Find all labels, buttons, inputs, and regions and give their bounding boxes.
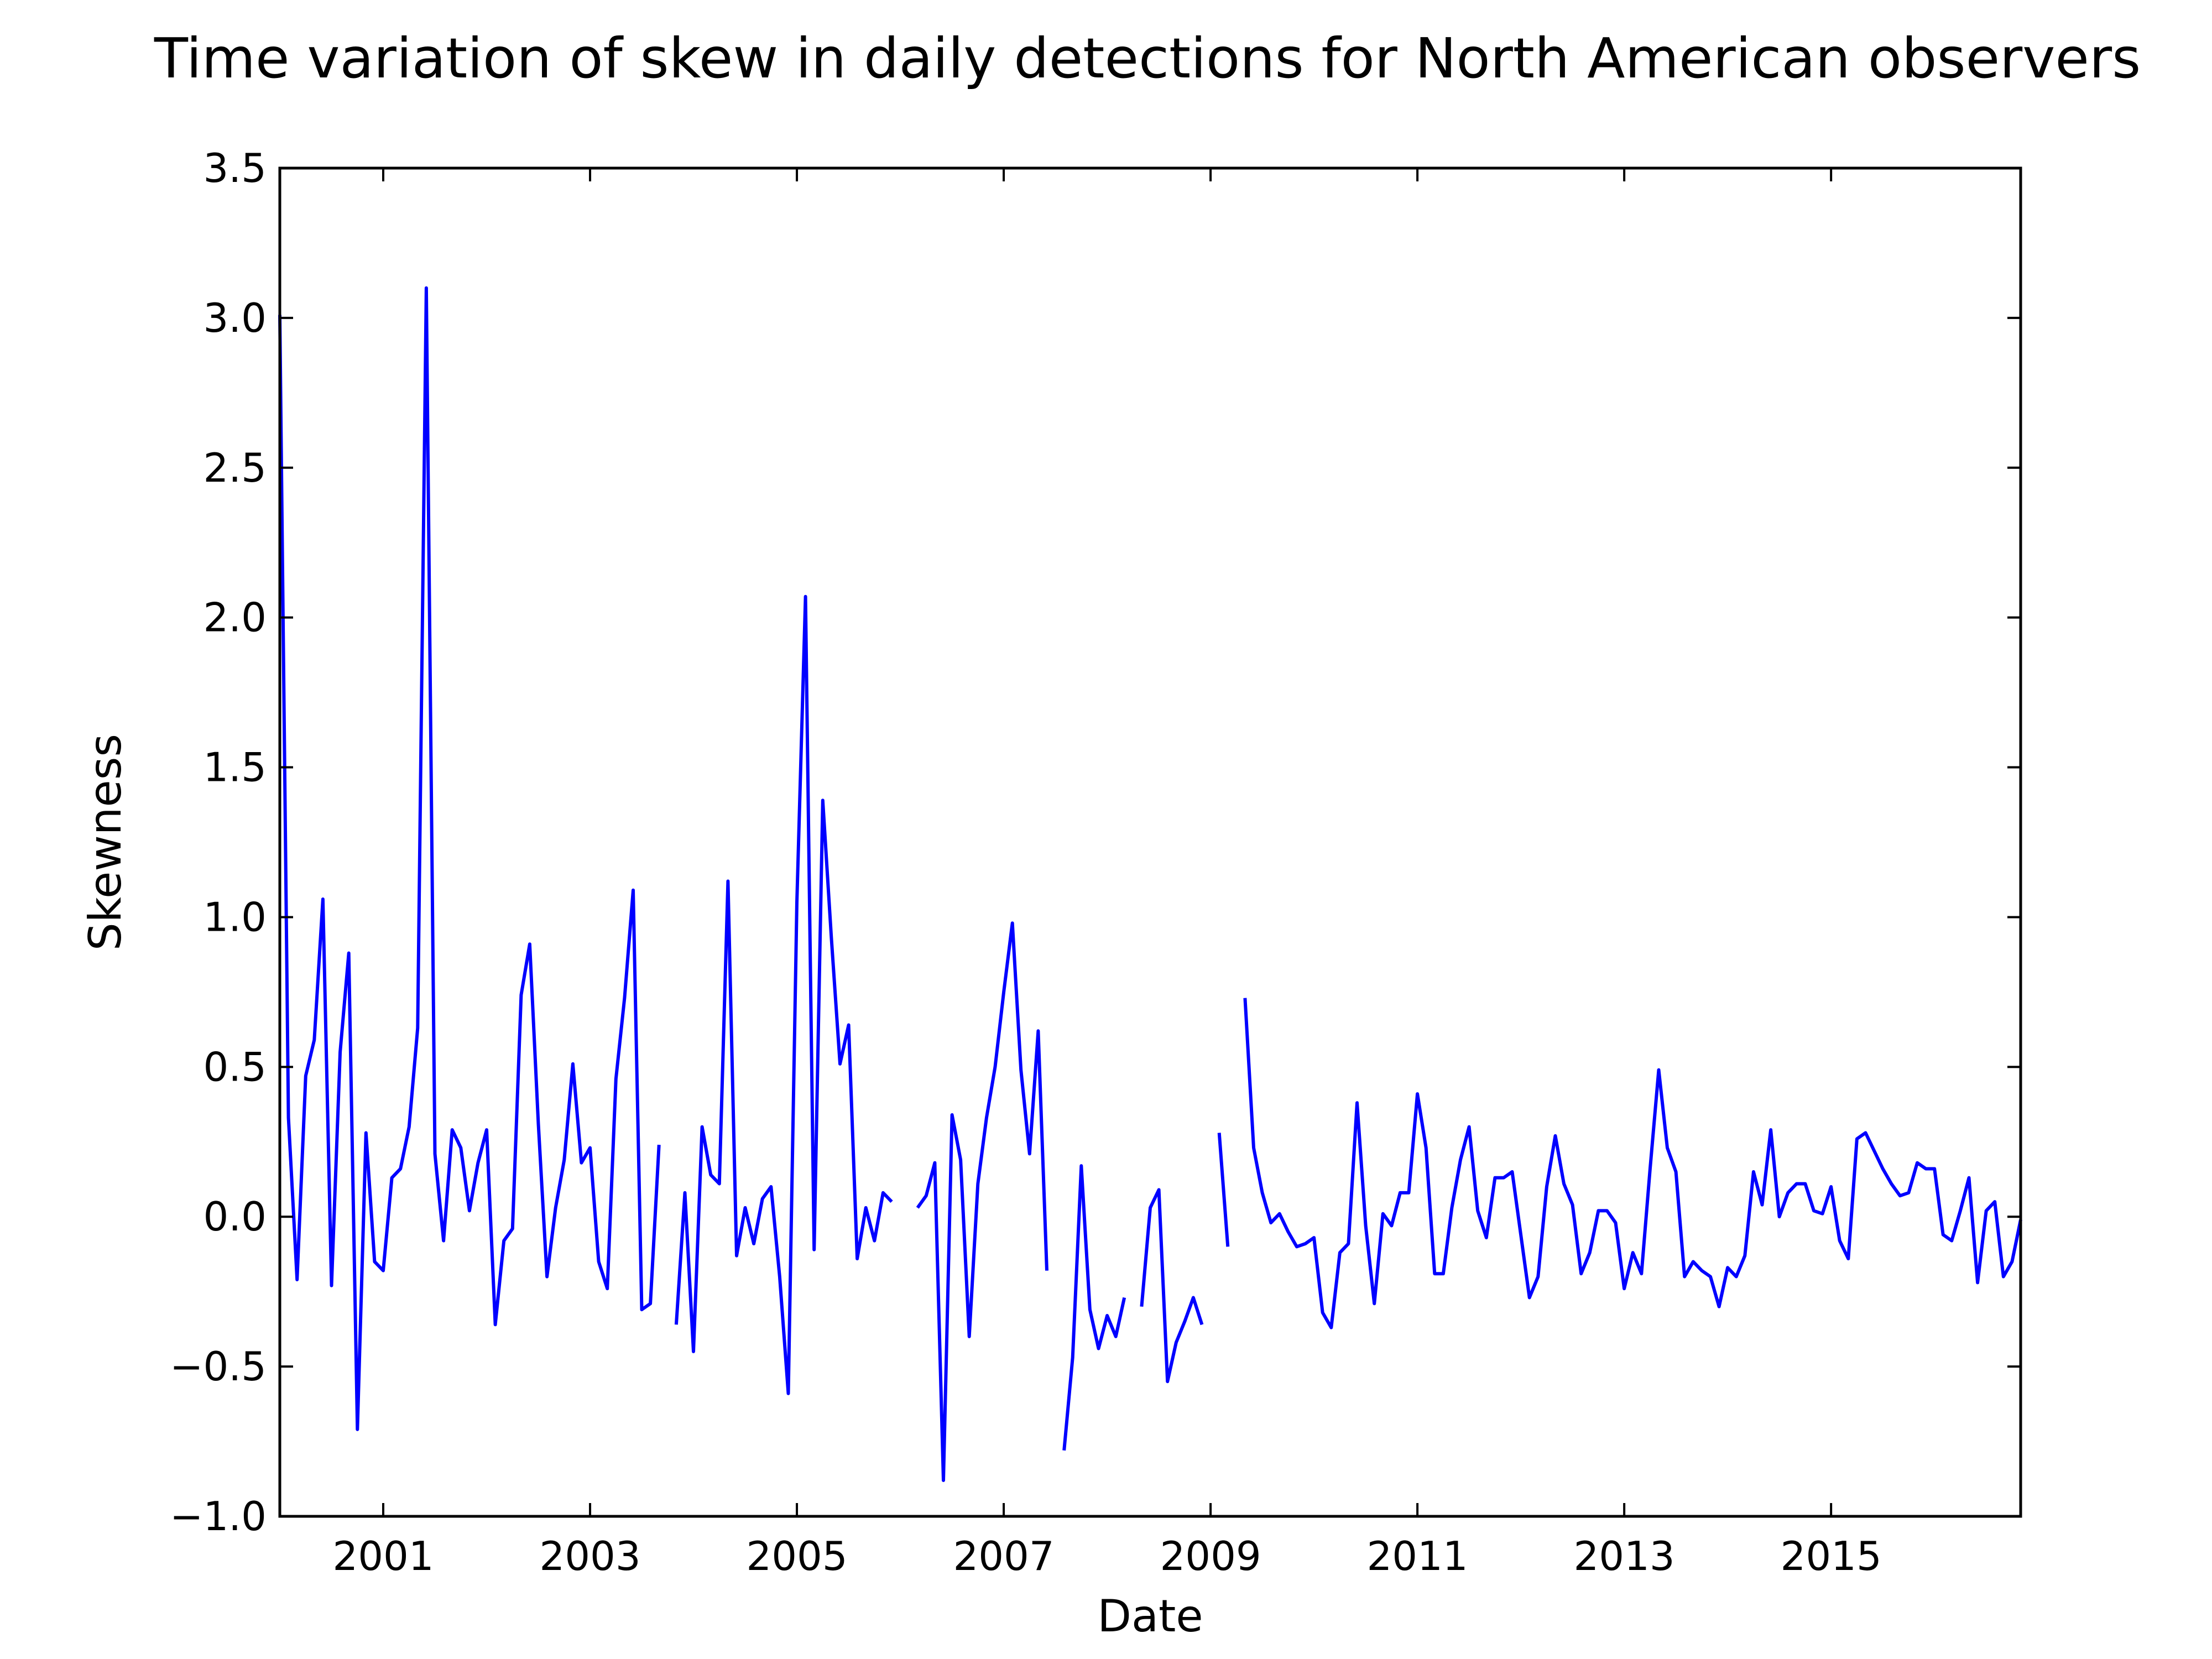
plot-lines xyxy=(278,286,2022,1482)
x-tick-label: 2005 xyxy=(746,1533,847,1579)
x-tick-label: 2015 xyxy=(1781,1533,1882,1579)
x-tick-label: 2013 xyxy=(1574,1533,1675,1579)
y-axis-ticks: −1.0 −0.5 0.0 0.5 1.0 1.5 2.0 2.5 3.0 3.5 xyxy=(170,145,2021,1540)
series-line-segment xyxy=(1243,998,2022,1329)
x-tick-label: 2007 xyxy=(953,1533,1054,1579)
x-tick-label: 2001 xyxy=(332,1533,434,1579)
x-tick-label: 2003 xyxy=(539,1533,640,1579)
series-line-segment xyxy=(674,594,893,1395)
y-tick-label: −1.0 xyxy=(170,1493,267,1540)
x-tick-label: 2009 xyxy=(1160,1533,1261,1579)
x-tick-label: 2011 xyxy=(1366,1533,1468,1579)
chart-title: Time variation of skew in daily detectio… xyxy=(154,26,2141,91)
y-tick-label: 3.0 xyxy=(203,295,267,341)
y-tick-label: 1.0 xyxy=(203,894,267,940)
y-tick-label: 3.5 xyxy=(203,145,267,191)
y-tick-label: 1.5 xyxy=(203,744,267,791)
y-tick-label: 2.0 xyxy=(203,594,267,641)
y-tick-label: 0.5 xyxy=(203,1044,267,1090)
series-line-segment xyxy=(1062,1164,1126,1451)
y-tick-label: 2.5 xyxy=(203,445,267,491)
series-line-segment xyxy=(916,921,1048,1482)
x-axis-label: Date xyxy=(1097,1590,1203,1642)
series-line-segment xyxy=(1140,1188,1204,1384)
y-axis-label: Skewness xyxy=(80,734,131,951)
x-axis-ticks: 2001 2003 2005 2007 2009 2011 2013 2015 xyxy=(332,168,1882,1579)
series-line-segment xyxy=(278,286,661,1431)
y-tick-label: −0.5 xyxy=(170,1343,267,1390)
plot-frame xyxy=(278,166,2022,1518)
series-line-segment xyxy=(1217,1133,1230,1247)
y-tick-label: 0.0 xyxy=(203,1193,267,1240)
